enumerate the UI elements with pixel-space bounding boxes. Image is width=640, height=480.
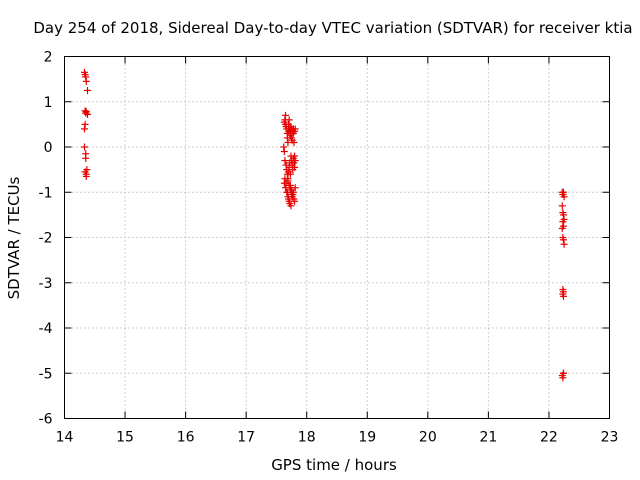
data-point [84, 110, 92, 118]
data-point [560, 193, 568, 201]
data-point [291, 197, 299, 205]
x-tick-label: 21 [479, 430, 497, 446]
data-point [288, 191, 296, 199]
y-tick-label: -1 [39, 185, 53, 201]
data-point [80, 143, 88, 151]
x-tick-label: 16 [177, 430, 195, 446]
x-tick-label: 22 [540, 430, 558, 446]
y-tick-label: -5 [39, 366, 53, 382]
data-point [285, 195, 293, 203]
data-point [559, 188, 567, 196]
data-point [81, 120, 89, 128]
data-point [84, 86, 92, 94]
y-tick-label: 0 [44, 140, 53, 156]
x-tick-label: 23 [601, 430, 619, 446]
data-point [291, 184, 299, 192]
data-point [280, 148, 288, 156]
data-point [281, 157, 289, 165]
data-point [559, 374, 567, 382]
x-axis-label: GPS time / hours [271, 456, 397, 474]
chart-title: Day 254 of 2018, Sidereal Day-to-day VTE… [33, 19, 632, 37]
data-point [560, 240, 568, 248]
y-axis-label: SDTVAR / TECUs [5, 176, 23, 299]
data-point [286, 186, 294, 194]
grid [64, 56, 610, 419]
data-point [82, 172, 90, 180]
x-tick-label: 17 [237, 430, 255, 446]
data-point [558, 202, 566, 210]
data-points [80, 68, 568, 382]
data-point [83, 166, 91, 174]
x-tick-label: 14 [56, 430, 74, 446]
y-tick-label: -3 [39, 276, 53, 292]
data-point [285, 116, 293, 124]
data-point [282, 184, 290, 192]
data-point [80, 125, 88, 133]
y-tick-label: -2 [39, 231, 53, 247]
x-tick-label: 18 [298, 430, 316, 446]
data-point [82, 154, 90, 162]
data-point [280, 143, 288, 151]
y-tick-label: 1 [44, 95, 53, 111]
x-tick-label: 15 [116, 430, 134, 446]
data-point [286, 170, 294, 178]
data-point [291, 125, 299, 133]
y-tick-label: -6 [39, 412, 53, 428]
data-point [282, 111, 290, 119]
data-point [291, 163, 299, 171]
data-point [559, 218, 567, 226]
data-point [559, 236, 567, 244]
y-tick-label: -4 [39, 321, 53, 337]
data-point [559, 369, 567, 377]
data-point [284, 177, 292, 185]
data-point [558, 224, 566, 232]
data-point [285, 181, 293, 189]
x-tick-label: 20 [419, 430, 437, 446]
data-point [284, 138, 292, 146]
axis-ticks [64, 56, 610, 419]
y-tick-label: 2 [44, 50, 53, 66]
x-tick-labels: 14 15 16 17 18 19 20 21 22 23 [56, 430, 619, 446]
x-tick-label: 19 [358, 430, 376, 446]
data-point [559, 292, 567, 300]
y-tick-labels: 2 1 0 -1 -2 -3 -4 -5 -6 [39, 50, 53, 428]
data-point [290, 138, 298, 146]
data-point [82, 73, 90, 81]
data-point [287, 202, 295, 210]
data-point [291, 157, 299, 165]
data-point [82, 77, 90, 85]
data-point [559, 211, 567, 219]
